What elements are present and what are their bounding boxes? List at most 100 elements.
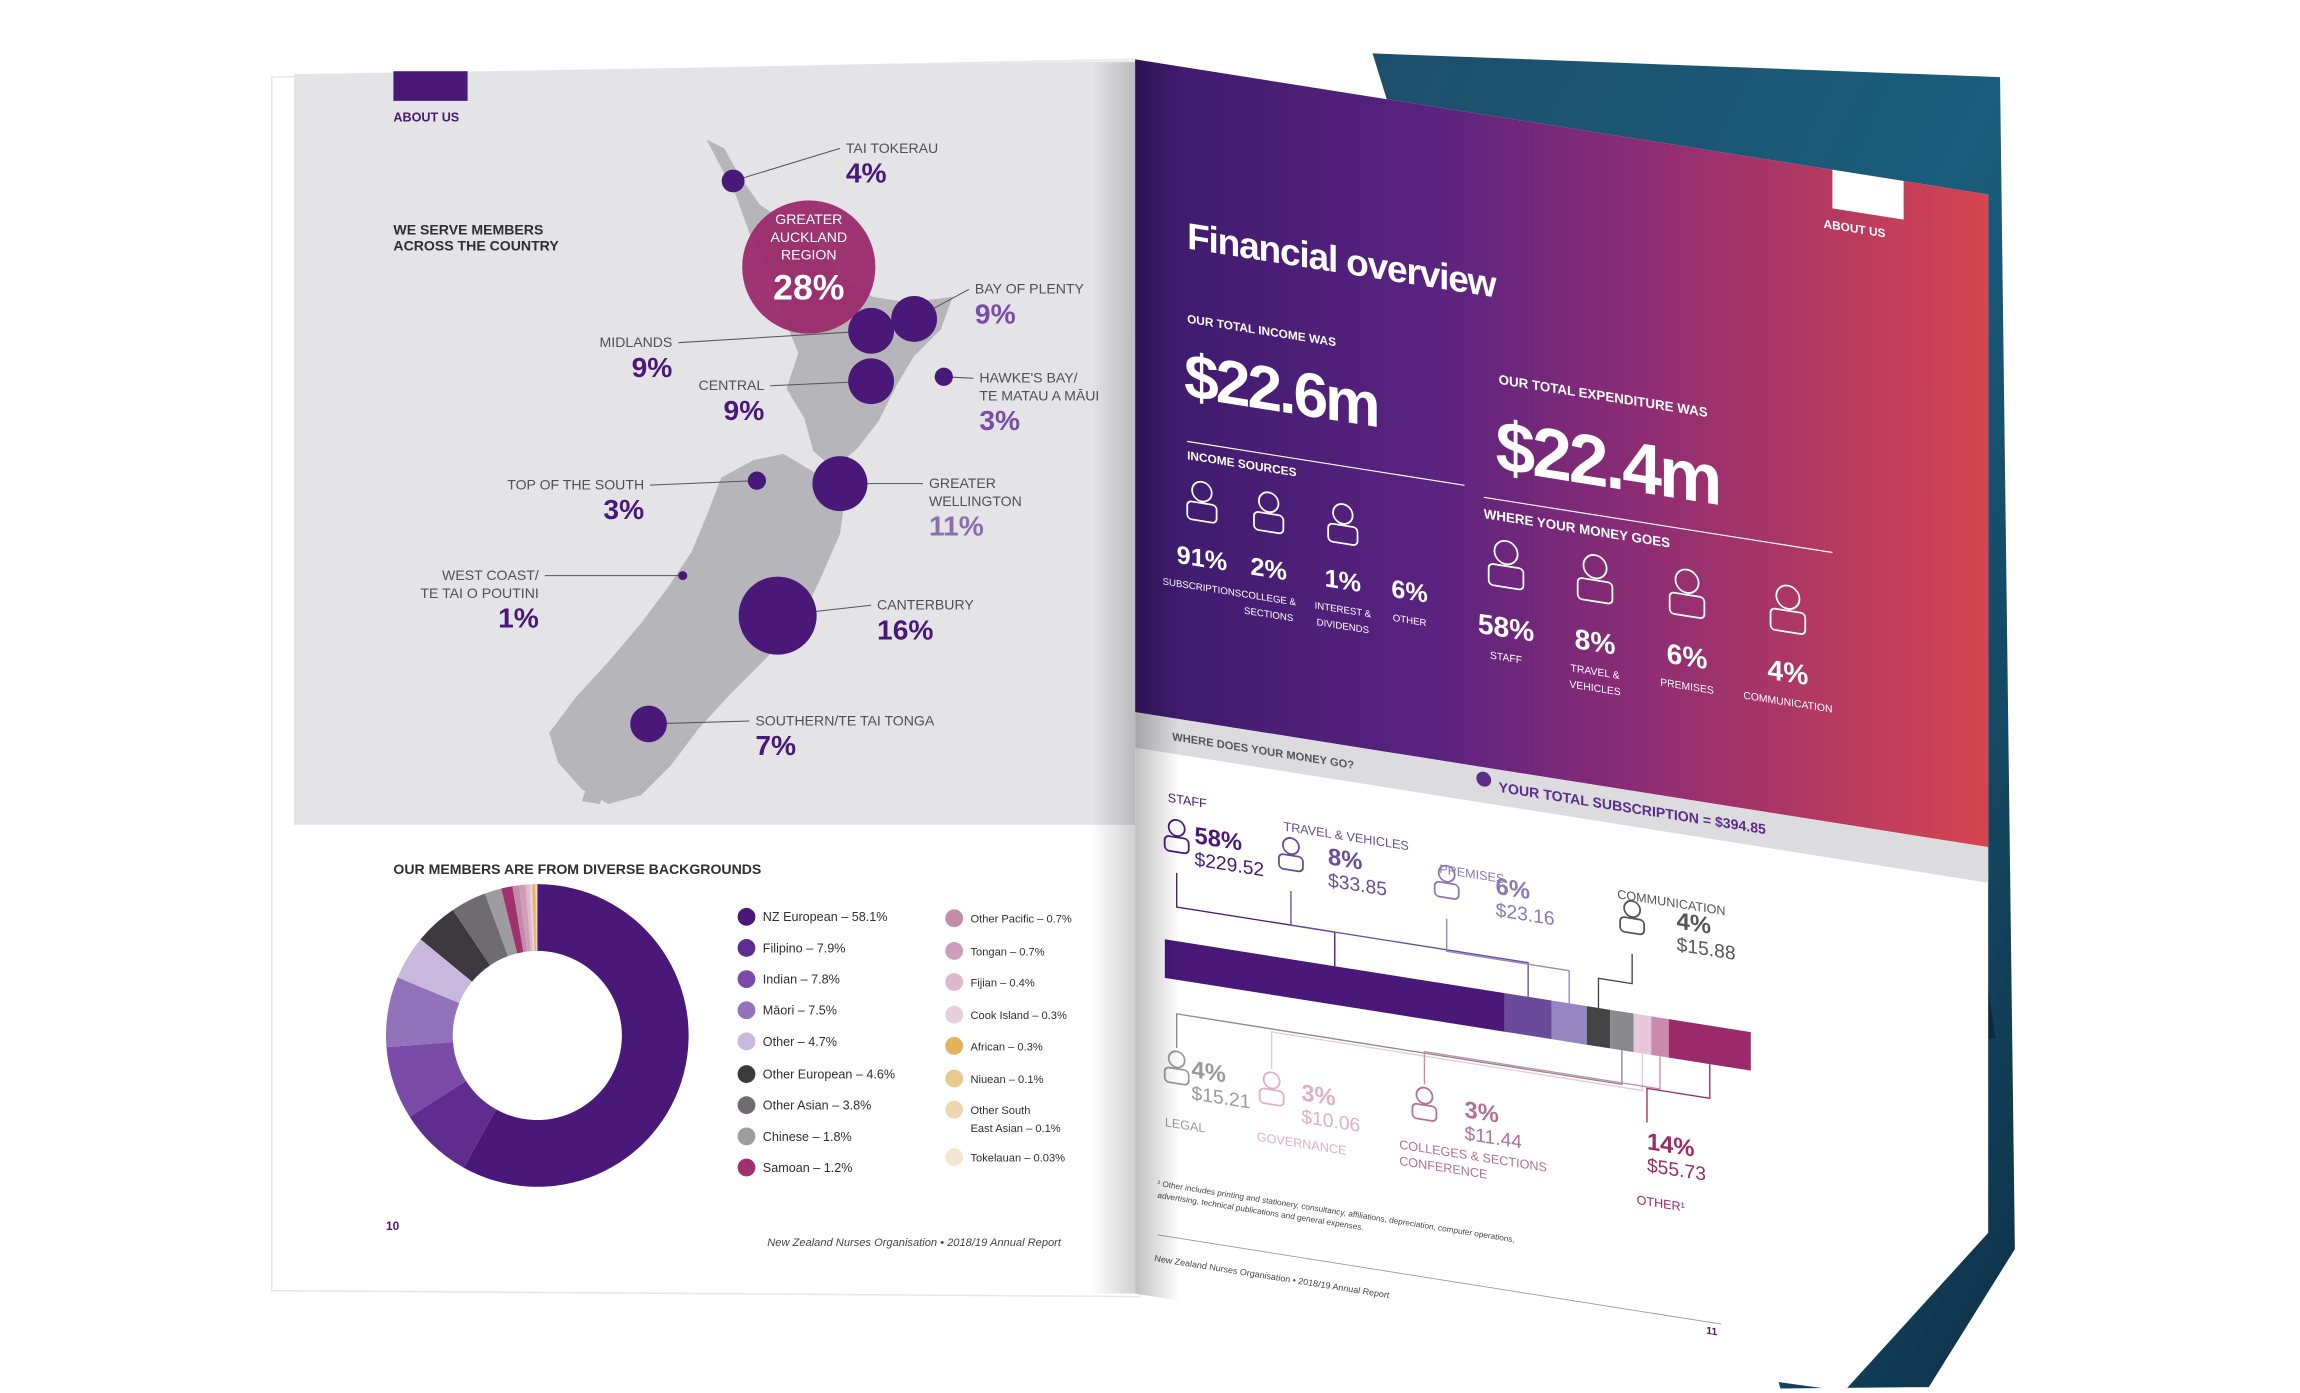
gutter-shade [1090, 62, 1136, 1294]
legend-swatch [737, 1127, 756, 1146]
icon [1623, 900, 1642, 919]
legend-swatch [945, 1005, 964, 1024]
region-bubble [721, 169, 745, 193]
connector [1446, 918, 1570, 1004]
region-name: GREATER [929, 475, 996, 491]
icon [1582, 554, 1608, 580]
leader-line [650, 480, 757, 486]
breakdown-share: 4% [1192, 1056, 1226, 1088]
spending-share: 8% [1575, 623, 1616, 661]
section-tab [393, 71, 468, 101]
region-name: SOUTHERN/TE TAI TONGA [755, 712, 934, 728]
legend-label: Other Asian – 3.8% [763, 1099, 872, 1113]
region-bubble [848, 307, 895, 354]
legend-swatch [737, 907, 756, 926]
rule [1483, 496, 1833, 554]
map-title: WE SERVE MEMBERS [393, 221, 543, 237]
donut-segment [536, 884, 538, 951]
legend-swatch [945, 909, 964, 928]
income-name: OTHER [1393, 613, 1427, 629]
region-share: 7% [755, 729, 796, 761]
region-bubble [678, 571, 688, 581]
legend-label: African – 0.3% [970, 1041, 1042, 1053]
leader-line [678, 330, 872, 344]
grey-band [1135, 712, 1989, 883]
legend-label: Cook Island – 0.3% [970, 1010, 1066, 1022]
region-name: BAY OF PLENTY [975, 281, 1085, 297]
page-number: 11 [1706, 1326, 1717, 1339]
region-bubble [742, 200, 876, 334]
income-share: 1% [1325, 564, 1361, 598]
bar-segment [1651, 1016, 1669, 1058]
region-name: AUCKLAND [770, 229, 847, 245]
region-share: 3% [603, 493, 644, 525]
footer: New Zealand Nurses Organisation • 2018/1… [767, 1237, 1062, 1249]
bar-segment [1633, 1013, 1652, 1055]
region-name: CANTERBURY [877, 597, 974, 613]
region-share: 28% [773, 268, 844, 308]
rule [1157, 1234, 1722, 1325]
region-name: HAWKE'S BAY/ [979, 370, 1077, 386]
icon [1674, 568, 1700, 594]
icon [1668, 591, 1706, 619]
icon [1282, 837, 1300, 856]
legend-label: Indian – 7.8% [763, 973, 840, 987]
connector [1597, 953, 1633, 1009]
icon [1415, 1086, 1434, 1105]
icon [1253, 511, 1285, 535]
bar-segment [1610, 1009, 1634, 1053]
connector [1646, 1064, 1711, 1123]
legend-label: Chinese – 1.8% [763, 1130, 852, 1144]
legend-swatch [737, 939, 756, 957]
region-share: 9% [632, 351, 673, 383]
page-number: 10 [386, 1219, 400, 1233]
icon [1433, 880, 1460, 900]
region-name: TOP OF THE SOUTH [507, 477, 644, 493]
legend-label: Māori – 7.5% [763, 1004, 837, 1018]
icon [1278, 853, 1304, 873]
region-bubble [630, 705, 667, 743]
region-name: WEST COAST/ [442, 567, 539, 583]
legend-swatch [737, 970, 756, 989]
legend-swatch [737, 1096, 756, 1115]
spending-share: 4% [1768, 654, 1809, 692]
section-label: ABOUT US [393, 111, 459, 125]
icon [1257, 491, 1280, 514]
map-panel [294, 60, 1136, 825]
donut-segment [532, 884, 537, 951]
legend-label: Samoan – 1.2% [763, 1161, 853, 1175]
donut-segment [463, 884, 689, 1187]
icon [1262, 1071, 1281, 1090]
gradient-panel [1135, 59, 1989, 848]
region-bubble [934, 367, 953, 386]
breakdown-share: 3% [1301, 1079, 1335, 1111]
region-share: 16% [877, 613, 933, 645]
map-title: ACROSS THE COUNTRY [393, 238, 559, 254]
spending-share: 6% [1667, 638, 1708, 676]
income-share: 6% [1391, 575, 1427, 609]
region-name: GREATER [775, 211, 842, 227]
donut-segment [529, 884, 535, 952]
donut-segment [512, 885, 528, 953]
region-name: TE MATAU A MĀUI [979, 388, 1099, 404]
region-bubble [738, 576, 817, 655]
donut-segment [535, 884, 537, 951]
breakdown-share: 6% [1496, 873, 1530, 905]
donut-segment [397, 939, 473, 1003]
region-bubble [891, 296, 938, 342]
connector [1270, 1031, 1644, 1092]
region-name: WELLINGTON [929, 493, 1022, 509]
legend-swatch [945, 1036, 964, 1055]
legend-label: Other South [970, 1105, 1030, 1117]
donut-segment [525, 884, 533, 952]
legend-label: Niuean – 0.1% [970, 1074, 1043, 1086]
bar-segment [1586, 1006, 1611, 1049]
region-name: CENTRAL [699, 377, 765, 393]
region-share: 9% [724, 394, 765, 426]
breakdown-share: 3% [1465, 1096, 1499, 1128]
rule [1187, 440, 1465, 486]
